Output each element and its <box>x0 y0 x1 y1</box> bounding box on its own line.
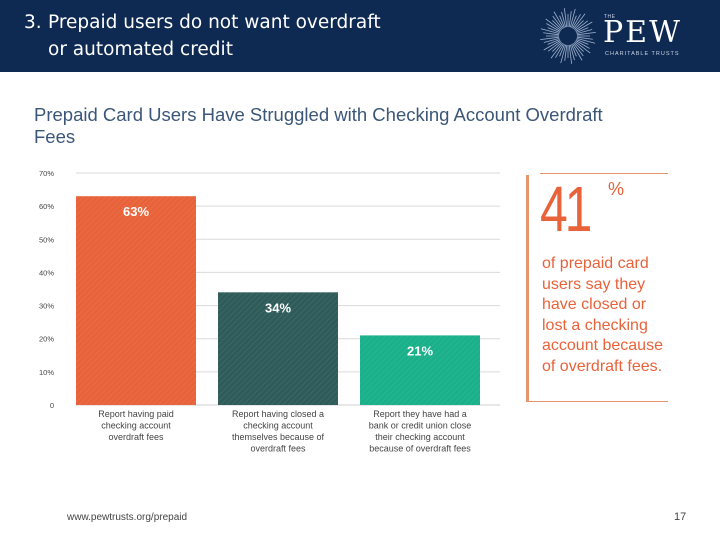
logo-the: THE <box>604 14 616 20</box>
x-category-label: Report they have had a bank or credit uni… <box>369 409 472 454</box>
sunburst-ray <box>575 21 593 32</box>
x-category-label-line: themselves because of <box>232 432 325 442</box>
x-category-label-line: bank or credit union close <box>369 421 472 431</box>
sunburst-ray <box>547 39 560 45</box>
bar <box>76 196 196 405</box>
sunburst-ray <box>568 44 573 64</box>
x-category-label-line: checking account <box>243 421 313 431</box>
sunburst-ray <box>546 23 561 32</box>
bar-chart: 70% 60% 50% 40% 30% 20% 10% 0 63% 34% 21% Report ha… <box>39 169 500 454</box>
sunburst-ray <box>543 32 560 36</box>
logo-wordmark: PEW <box>603 15 682 50</box>
sunburst-ray <box>576 29 593 35</box>
x-category-label-line: Report having closed a <box>232 409 324 419</box>
bar-value-label: 34% <box>265 300 291 315</box>
sunburst-ray <box>574 20 584 30</box>
x-category-label: Report having closed a checking account th… <box>232 409 325 454</box>
sunburst-ray <box>576 37 596 44</box>
footer-url[interactable]: www.pewtrusts.org/prepaid <box>67 512 188 523</box>
x-category-label-line: Report having paid <box>98 409 174 419</box>
y-tick-label: 10% <box>39 368 54 377</box>
stat-callout: 41 % of prepaid card users say they have… <box>526 173 668 402</box>
sunburst-ray <box>559 44 565 57</box>
x-category-label-line: checking account <box>101 421 171 431</box>
sunburst-ray <box>575 40 590 49</box>
y-tick-label: 20% <box>39 335 54 344</box>
sunburst-ray <box>540 36 560 41</box>
sunburst-ray <box>552 42 562 52</box>
sunburst-ray <box>574 42 584 52</box>
page-number: 17 <box>674 511 687 523</box>
sunburst-ray <box>552 15 563 30</box>
logo-subtitle: CHARITABLE TRUSTS <box>605 51 680 57</box>
x-category-label-line: their checking account <box>375 432 465 442</box>
sunburst-ray <box>540 28 560 35</box>
callout-accent-bar <box>526 175 529 401</box>
callout-text: of prepaid card users say they have clos… <box>542 255 663 375</box>
sunburst-ray <box>568 11 572 28</box>
chart-title: Prepaid Card Users Have Struggled with C… <box>34 104 603 147</box>
sunburst-ray <box>561 11 567 28</box>
sunburst-icon <box>540 8 596 64</box>
sunburst-ray <box>543 37 560 43</box>
y-tick-label: 60% <box>39 202 54 211</box>
sunburst-ray <box>569 44 575 61</box>
y-tick-label: 50% <box>39 235 54 244</box>
sunburst-ray <box>564 44 568 61</box>
callout-number: 41 <box>540 173 592 245</box>
sunburst-ray <box>543 40 561 51</box>
callout-bottom-rule <box>526 401 668 402</box>
callout-top-rule <box>540 173 668 174</box>
x-category-label-line: overdraft fees <box>250 444 306 454</box>
x-category-label: Report having paid checking account overdr… <box>98 409 174 442</box>
sunburst-ray <box>573 13 586 30</box>
sunburst-ray <box>555 43 564 58</box>
sunburst-ray <box>573 42 584 57</box>
sunburst-ray <box>572 43 583 61</box>
sunburst-ray <box>571 44 577 57</box>
slide-number: 3. <box>24 12 42 33</box>
bar-value-label: 63% <box>123 204 149 219</box>
y-tick-label: 40% <box>39 268 54 277</box>
callout-percent-symbol: % <box>608 179 625 199</box>
bar <box>218 292 338 405</box>
sunburst-ray <box>576 36 593 40</box>
sunburst-ray <box>545 18 562 31</box>
sunburst-ray <box>563 8 568 28</box>
sunburst-ray <box>574 20 589 31</box>
x-category-label-line: overdraft fees <box>108 432 164 442</box>
sunburst-ray <box>569 8 576 28</box>
y-tick-label: 0 <box>50 401 54 410</box>
x-category-label-line: Report they have had a <box>373 409 467 419</box>
slide-header: 3. Prepaid users do not want overdraft o… <box>0 0 720 72</box>
sunburst-ray <box>560 44 567 64</box>
bar-value-label: 21% <box>407 343 433 358</box>
y-tick-label: 70% <box>39 169 54 178</box>
pew-logo: THE PEW CHARITABLE TRUSTS <box>538 6 698 66</box>
y-tick-label: 30% <box>39 302 54 311</box>
sunburst-ray <box>574 41 591 54</box>
x-category-label-line: because of overdraft fees <box>369 444 471 454</box>
sunburst-ray <box>552 20 562 30</box>
sunburst-ray <box>547 27 560 33</box>
sunburst-ray <box>576 39 589 45</box>
sunburst-ray <box>559 15 565 28</box>
sunburst-ray <box>553 11 564 29</box>
sunburst-ray <box>550 42 563 59</box>
sunburst-ray <box>547 41 562 52</box>
bar <box>360 335 480 405</box>
slide-title-line-1: Prepaid users do not want overdraft <box>48 12 381 33</box>
sunburst-ray <box>571 15 577 28</box>
sunburst-ray <box>576 31 596 36</box>
slide-title-line-2: or automated credit <box>48 39 233 60</box>
sunburst-ray <box>572 14 581 29</box>
sunburst-ray <box>576 27 589 33</box>
